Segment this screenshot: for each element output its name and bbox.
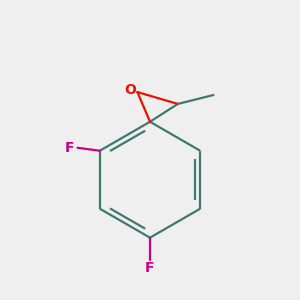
Text: F: F xyxy=(64,141,74,155)
Text: O: O xyxy=(124,83,136,97)
Text: F: F xyxy=(145,261,155,275)
